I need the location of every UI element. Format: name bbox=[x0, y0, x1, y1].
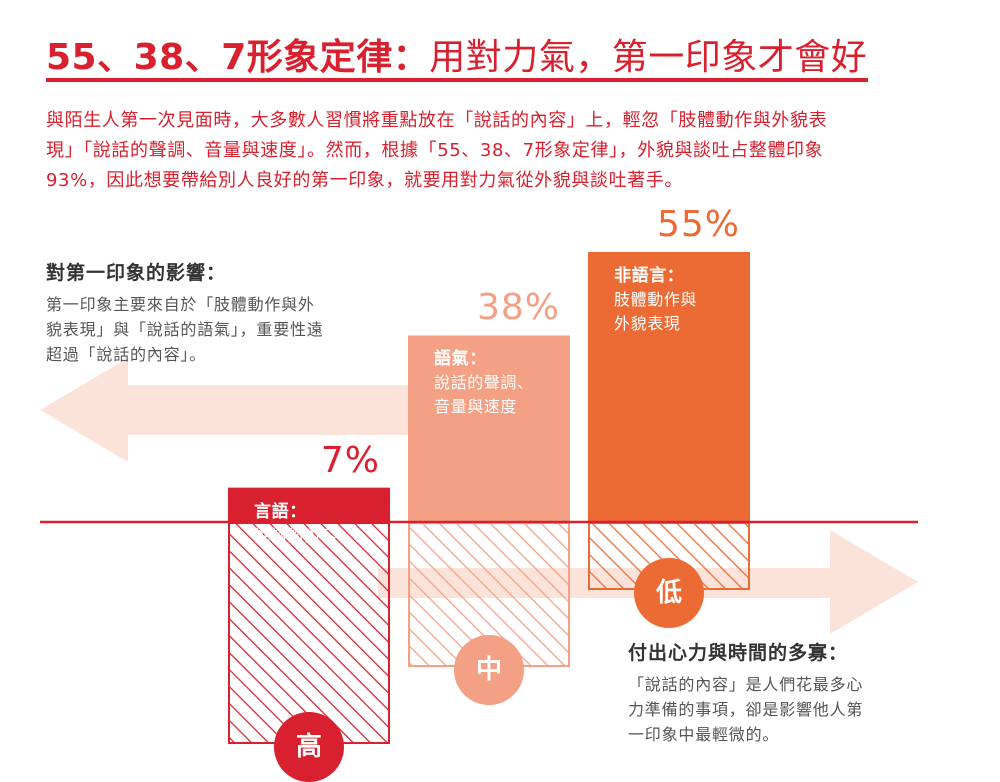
bar-heading: 語氣： bbox=[434, 349, 487, 370]
effort-level-badge: 中 bbox=[454, 635, 524, 705]
right-note-line: 力準備的事項，卻是影響他人第 bbox=[628, 700, 864, 719]
value-label: 38% bbox=[476, 287, 560, 329]
bar-2 bbox=[408, 335, 570, 522]
right-note-line: 「說話的內容」是人們花最多心 bbox=[628, 675, 864, 694]
right-note-line: 一印象中最輕微的。 bbox=[628, 725, 780, 744]
bar-label: 言語： 說話的內容 bbox=[254, 500, 337, 548]
intro-line: 93%，因此想要帶給別人良好的第一印象，就要用對力氣從外貌與談吐著手。 bbox=[46, 170, 684, 191]
bar-group bbox=[228, 252, 750, 744]
bar-label: 語氣： 說話的聲調、 音量與速度 bbox=[434, 347, 534, 419]
bar-heading: 言語： bbox=[254, 501, 307, 522]
left-note-line: 第一印象主要來自於「肢體動作與外 bbox=[46, 295, 315, 314]
value-label: 55% bbox=[656, 204, 740, 245]
effort-bar-1 bbox=[228, 522, 390, 744]
right-note-body: 「說話的內容」是人們花最多心 力準備的事項，卻是影響他人第 一印象中最輕微的。 bbox=[628, 672, 863, 747]
title-bold: 55、38、7形象定律： bbox=[46, 37, 430, 78]
bar-description: 音量與速度 bbox=[434, 397, 518, 417]
intro-line: 現」「說話的聲調、音量與速度」。然而，根據「55、38、7形象定律」，外貌與談吐… bbox=[46, 140, 824, 161]
left-note-heading: 對第一印象的影響： bbox=[46, 262, 227, 284]
effort-level-badge: 高 bbox=[274, 712, 344, 782]
intro-line: 與陌生人第一次見面時，大多數人習慣將重點放在「說話的內容」上，輕忽「肢體動作與外… bbox=[46, 110, 828, 131]
bar-1 bbox=[228, 487, 390, 522]
bar-3 bbox=[588, 252, 750, 522]
title-rest: 用對力氣，第一印象才會好 bbox=[429, 37, 868, 78]
left-note-body: 第一印象主要來自於「肢體動作與外 貌表現」與「說話的語氣」，重要性遠 超過「說話… bbox=[46, 292, 324, 367]
intro-paragraph: 與陌生人第一次見面時，大多數人習慣將重點放在「說話的內容」上，輕忽「肢體動作與外… bbox=[46, 106, 916, 196]
bar-description: 肢體動作與 bbox=[614, 290, 698, 309]
bar-description: 外貌表現 bbox=[614, 314, 681, 333]
bar-heading: 非語言： bbox=[614, 266, 685, 286]
right-note-heading: 付出心力與時間的多寡： bbox=[628, 642, 849, 664]
value-label: 7% bbox=[320, 439, 380, 481]
bar-description: 說話的內容 bbox=[254, 525, 338, 545]
left-arrow-shape bbox=[40, 358, 540, 462]
title-underline bbox=[46, 78, 868, 82]
effort-level-badge: 低 bbox=[634, 558, 704, 628]
bar-description: 說話的聲調、 bbox=[434, 373, 534, 393]
left-note-line: 貌表現」與「說話的語氣」，重要性遠 bbox=[46, 320, 324, 339]
page-title: 55、38、7形象定律：用對力氣，第一印象才會好 bbox=[46, 28, 867, 80]
left-note-line: 超過「說話的內容」。 bbox=[46, 345, 207, 364]
bar-label: 非語言： 肢體動作與外貌表現 bbox=[614, 264, 697, 336]
